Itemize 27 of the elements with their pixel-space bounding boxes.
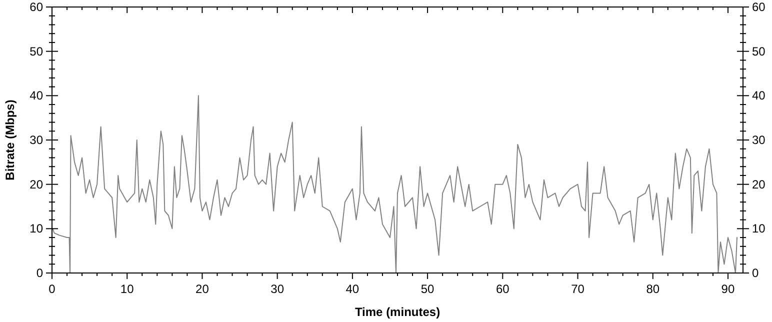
line-series <box>52 95 738 274</box>
x-tick-label: 60 <box>496 282 510 296</box>
y-tick-label: 30 <box>30 133 44 147</box>
x-tick-label: 70 <box>571 282 585 296</box>
x-tick-label: 50 <box>420 282 435 296</box>
x-tick-label: 80 <box>646 282 660 296</box>
x-tick-label: 40 <box>346 282 360 296</box>
x-tick-label: 20 <box>196 282 210 296</box>
y2-tick-label: 0 <box>752 266 759 280</box>
y2-tick-label: 30 <box>752 133 766 147</box>
y2-tick-label: 40 <box>752 88 766 103</box>
x-tick-label: 0 <box>48 282 56 296</box>
y-tick-label: 0 <box>36 266 44 280</box>
y-tick-label: 10 <box>30 222 44 236</box>
x-axis-title: Time (minutes) <box>354 305 440 319</box>
y2-tick-label: 10 <box>752 222 766 236</box>
y2-tick-label: 50 <box>752 44 766 58</box>
y2-tick-label: 20 <box>752 177 766 192</box>
y-tick-label: 40 <box>30 88 44 103</box>
y-tick-label: 20 <box>30 177 44 192</box>
x-tick-label: 30 <box>270 282 284 296</box>
x-tick-label: 90 <box>721 282 735 296</box>
y-axis-title: Bitrate (Mbps) <box>3 100 17 180</box>
y2-tick-label: 60 <box>752 0 766 14</box>
y-tick-label: 50 <box>30 44 44 58</box>
x-tick-label: 10 <box>120 282 134 296</box>
y-tick-label: 60 <box>30 0 44 14</box>
